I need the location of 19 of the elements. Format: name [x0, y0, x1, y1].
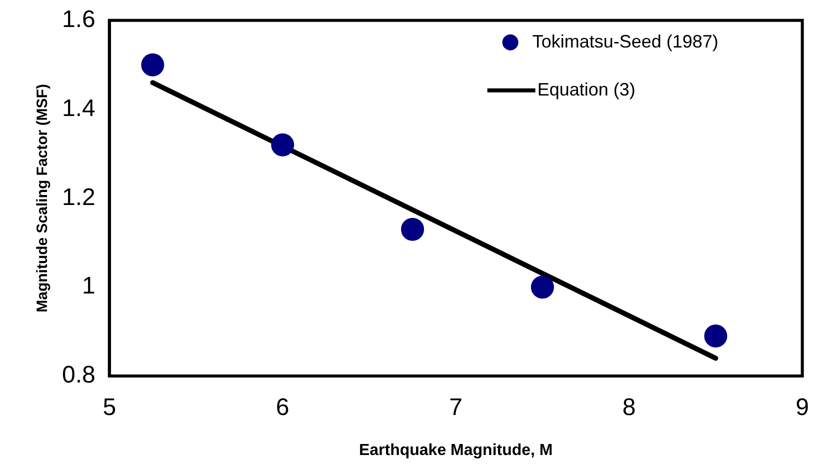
x-tick-label: 6 — [276, 394, 290, 422]
point — [401, 218, 424, 241]
point — [704, 324, 728, 348]
legend-label: Tokimatsu-Seed (1987) — [532, 31, 718, 52]
x-tick-label: 9 — [796, 394, 810, 422]
y-tick-label: 1 — [82, 272, 96, 300]
y-tick-label: 1.2 — [62, 184, 96, 211]
y-axis-title: Magnitude Scaling Factor (MSF) — [34, 84, 52, 312]
x-tick-label: 7 — [449, 394, 463, 422]
x-tick-label: 8 — [622, 394, 636, 422]
y-tick-label: 1.6 — [62, 6, 96, 34]
x-axis-title: Earthquake Magnitude, M — [358, 442, 553, 459]
point — [530, 276, 554, 299]
legend-label: Equation (3) — [537, 79, 636, 100]
point — [141, 53, 164, 76]
y-tick-label: 1.4 — [62, 94, 96, 122]
x-tick-label: 5 — [102, 394, 116, 422]
point — [271, 133, 294, 156]
y-tick-label: 0.8 — [62, 362, 96, 389]
